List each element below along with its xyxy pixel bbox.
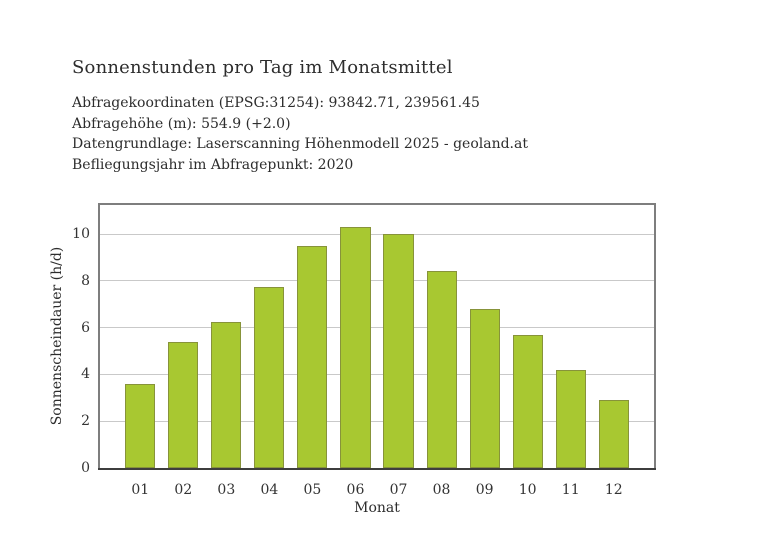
x-tick-label-04: 04	[260, 482, 279, 498]
y-tick-label-0: 0	[81, 460, 90, 476]
y-tick-label-4: 4	[81, 366, 90, 383]
x-tick-label-12: 12	[604, 482, 623, 498]
gridline-8	[100, 280, 654, 282]
y-tick-label-10: 10	[72, 226, 90, 242]
bar-month-08	[426, 271, 457, 468]
y-tick-label-8: 8	[81, 272, 90, 289]
y-tick-label-6: 6	[81, 319, 90, 336]
x-tick-label-11: 11	[561, 482, 580, 498]
gridline-6	[100, 327, 654, 329]
x-tick-label-08: 08	[432, 482, 451, 498]
bar-month-04	[254, 286, 285, 468]
bar-month-02	[168, 341, 199, 468]
bar-month-10	[512, 334, 543, 468]
x-tick-label-01: 01	[131, 482, 150, 498]
x-axis-tick-labels: 01 02 03 04 05 06 07 08 09 10 11 12	[100, 481, 654, 499]
meta-line-elevation: Abfragehöhe (m): 554.9 (+2.0)	[72, 115, 291, 132]
bar-month-06	[340, 227, 371, 468]
bar-month-01	[125, 383, 156, 468]
x-tick-label-06: 06	[346, 482, 365, 498]
bar-month-09	[469, 308, 500, 468]
meta-line-datasource: Datengrundlage: Laserscanning Höhenmodel…	[72, 136, 528, 153]
plot-area	[98, 203, 656, 470]
gridline-4	[100, 373, 654, 375]
bar-month-12	[598, 400, 629, 468]
y-axis-tick-labels: 0 2 4 6 8 10	[40, 205, 90, 476]
bar-month-07	[383, 234, 414, 468]
meta-line-flight-year: Befliegungsjahr im Abfragepunkt: 2020	[72, 157, 354, 174]
x-tick-label-03: 03	[217, 482, 236, 498]
bar-month-05	[297, 245, 328, 468]
x-tick-label-07: 07	[389, 482, 408, 498]
gridline-2	[100, 420, 654, 422]
y-tick-label-2: 2	[81, 413, 90, 430]
meta-line-coordinates: Abfragekoordinaten (EPSG:31254): 93842.7…	[72, 95, 480, 111]
gridline-10	[100, 233, 654, 235]
x-axis-title: Monat	[354, 500, 400, 516]
query-metadata: Abfragekoordinaten (EPSG:31254): 93842.7…	[72, 93, 528, 176]
x-tick-label-05: 05	[303, 482, 322, 498]
bar-month-03	[211, 321, 242, 468]
x-axis-line	[98, 468, 656, 470]
x-tick-label-02: 02	[174, 482, 193, 498]
x-tick-label-10: 10	[518, 482, 537, 498]
bar-month-11	[555, 369, 586, 468]
report-title: Sonnenstunden pro Tag im Monatsmittel	[72, 57, 453, 78]
x-tick-label-09: 09	[475, 482, 494, 498]
